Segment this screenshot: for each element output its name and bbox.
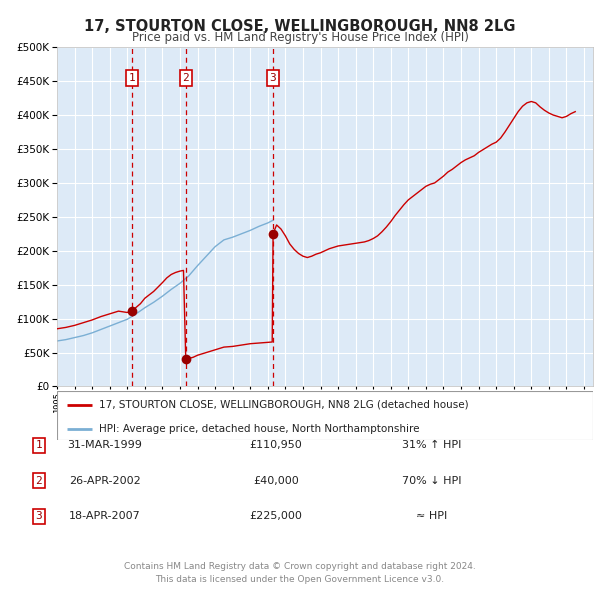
Text: 3: 3 — [270, 73, 277, 83]
Text: £225,000: £225,000 — [250, 512, 302, 521]
Text: 17, STOURTON CLOSE, WELLINGBOROUGH, NN8 2LG (detached house): 17, STOURTON CLOSE, WELLINGBOROUGH, NN8 … — [99, 399, 469, 409]
Text: 1: 1 — [128, 73, 135, 83]
Text: 18-APR-2007: 18-APR-2007 — [69, 512, 141, 521]
Text: Price paid vs. HM Land Registry's House Price Index (HPI): Price paid vs. HM Land Registry's House … — [131, 31, 469, 44]
Text: 31-MAR-1999: 31-MAR-1999 — [68, 441, 142, 450]
Text: HPI: Average price, detached house, North Northamptonshire: HPI: Average price, detached house, Nort… — [99, 424, 419, 434]
Text: 2: 2 — [182, 73, 189, 83]
Text: 26-APR-2002: 26-APR-2002 — [69, 476, 141, 486]
Text: 31% ↑ HPI: 31% ↑ HPI — [403, 441, 461, 450]
Text: 17, STOURTON CLOSE, WELLINGBOROUGH, NN8 2LG: 17, STOURTON CLOSE, WELLINGBOROUGH, NN8 … — [84, 19, 516, 34]
Text: ≈ HPI: ≈ HPI — [416, 512, 448, 521]
Text: 70% ↓ HPI: 70% ↓ HPI — [402, 476, 462, 486]
Text: 3: 3 — [35, 512, 43, 521]
Text: £110,950: £110,950 — [250, 441, 302, 450]
Text: 1: 1 — [35, 441, 43, 450]
Text: Contains HM Land Registry data © Crown copyright and database right 2024.: Contains HM Land Registry data © Crown c… — [124, 562, 476, 571]
Text: £40,000: £40,000 — [253, 476, 299, 486]
Text: This data is licensed under the Open Government Licence v3.0.: This data is licensed under the Open Gov… — [155, 575, 445, 584]
Text: 2: 2 — [35, 476, 43, 486]
